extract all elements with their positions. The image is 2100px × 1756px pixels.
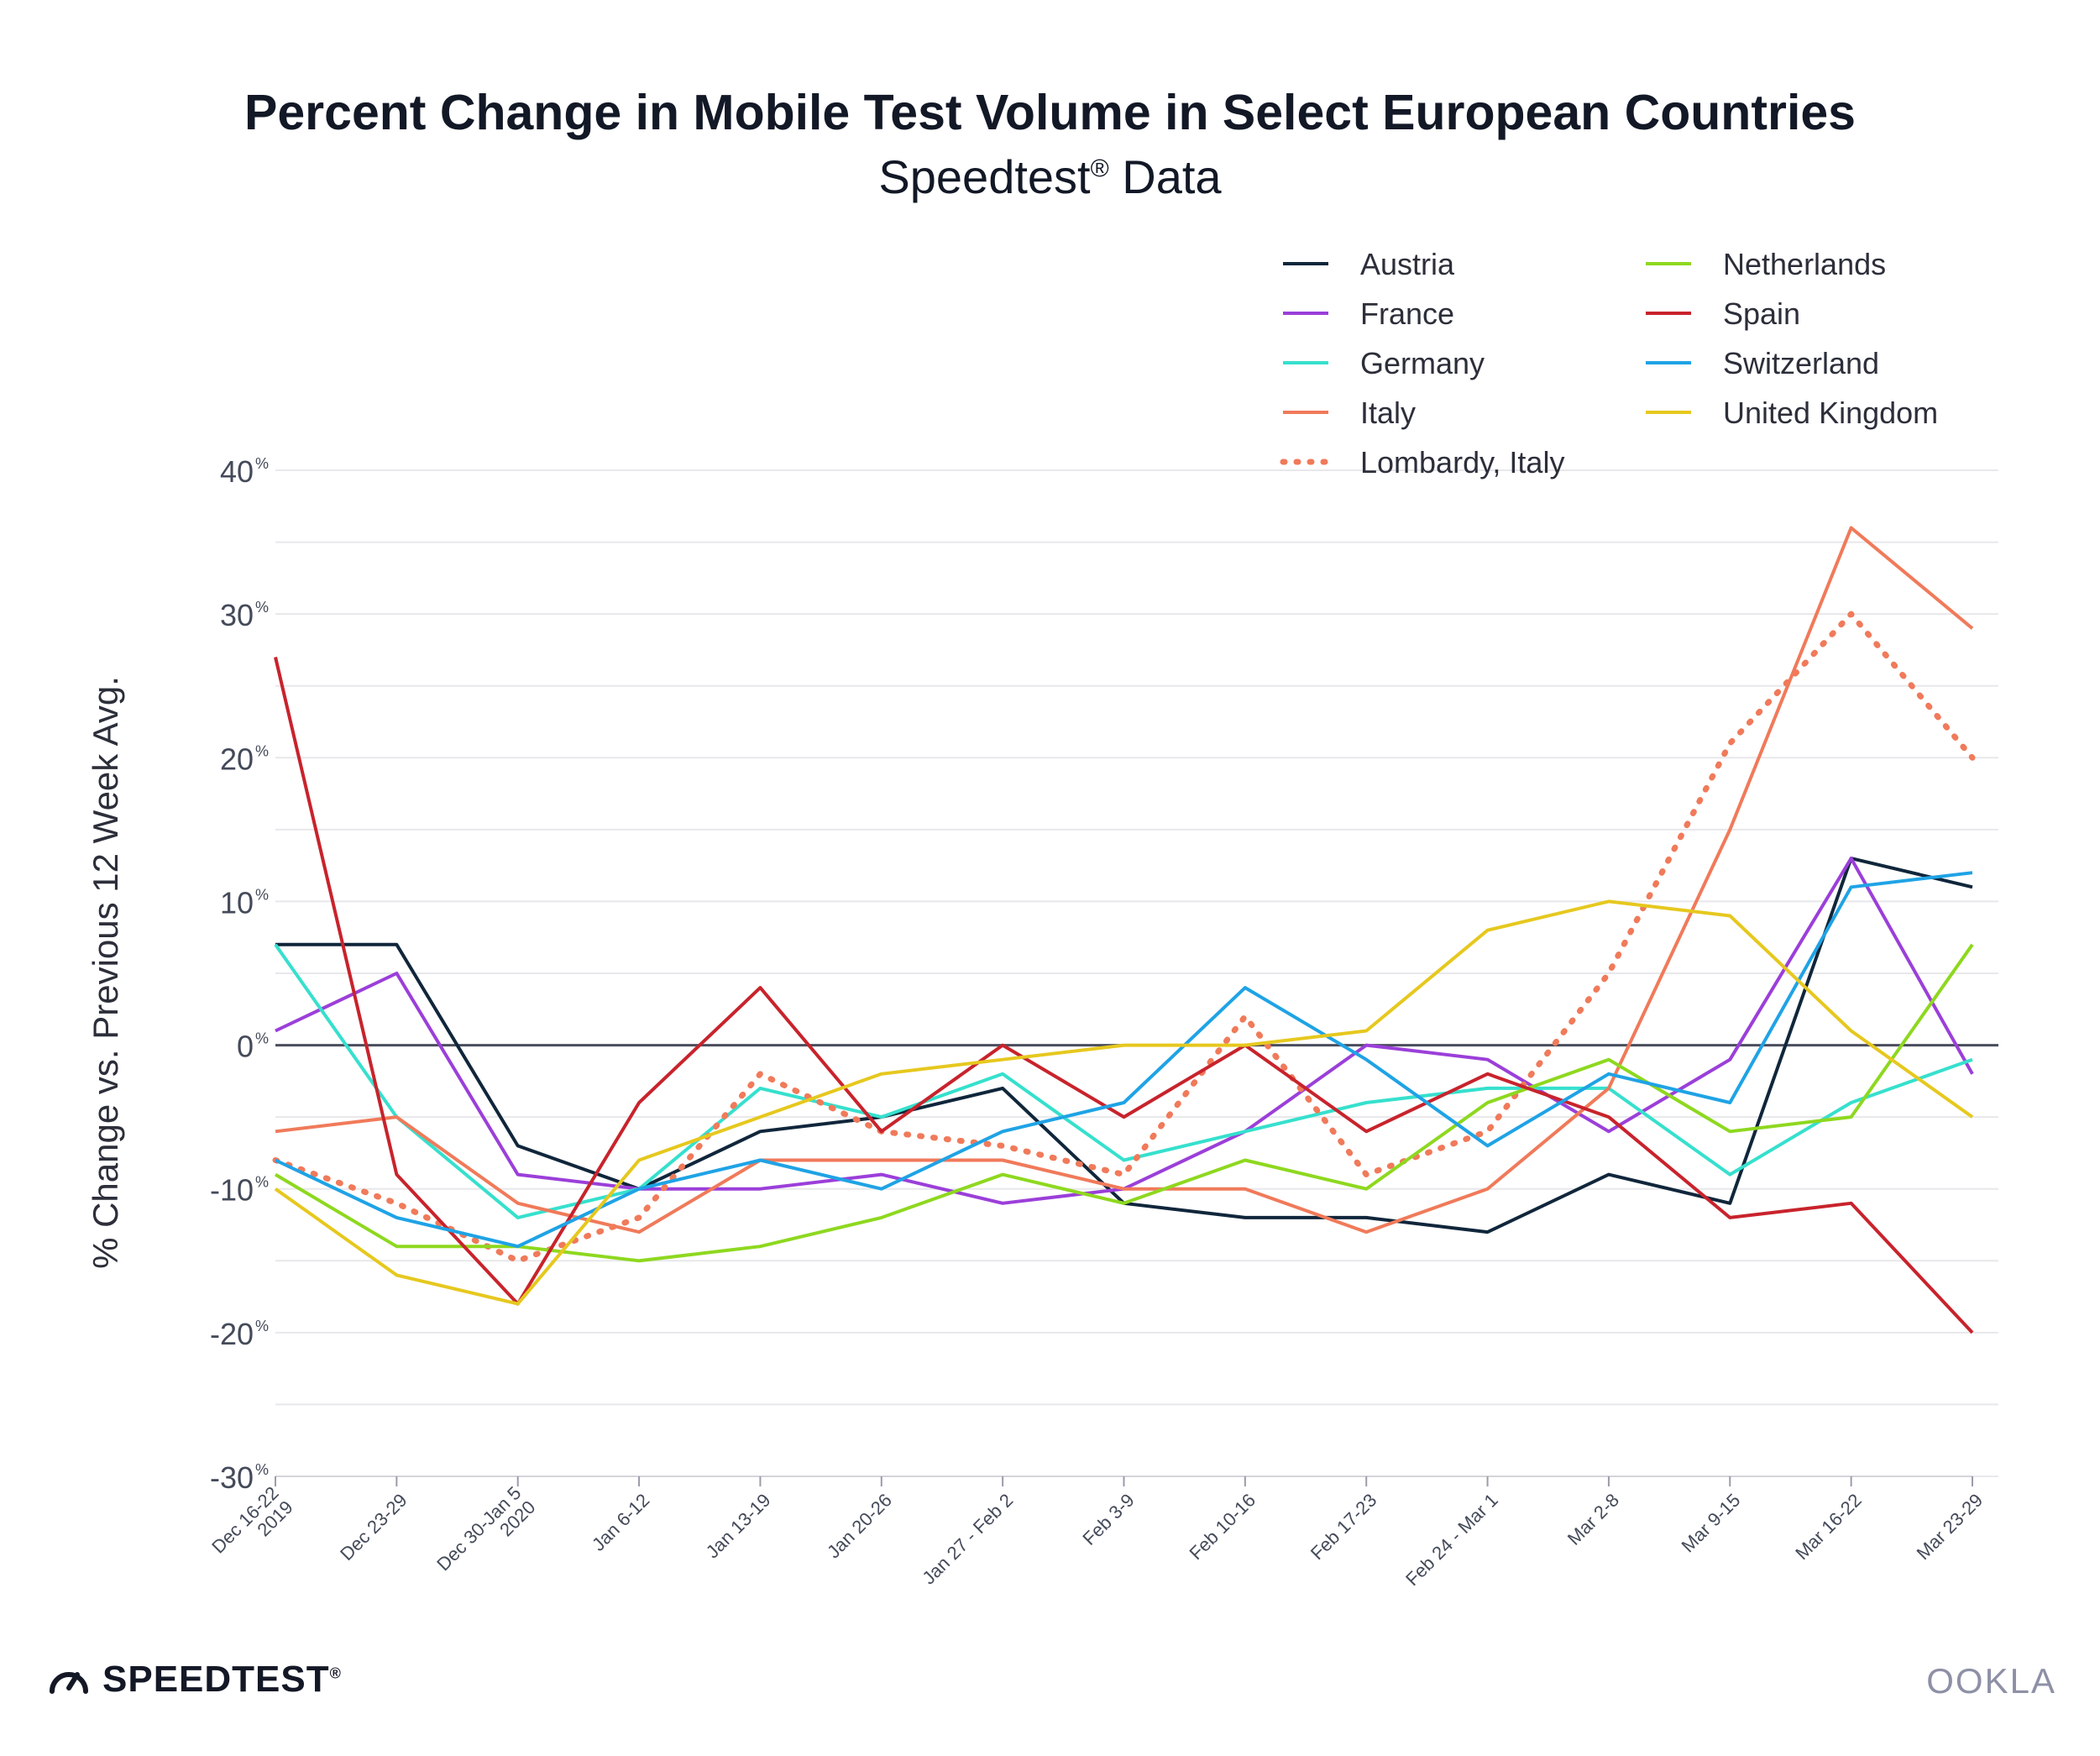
y-tick-label: 40 bbox=[220, 454, 254, 489]
x-tick-text: Feb 10-16 bbox=[1185, 1490, 1259, 1565]
subtitle-text: Speedtest bbox=[878, 150, 1091, 203]
subtitle-tail: Data bbox=[1108, 150, 1222, 203]
x-tick-text: Jan 20-26 bbox=[823, 1490, 896, 1563]
y-tick-unit: % bbox=[255, 599, 269, 616]
chart-title: Percent Change in Mobile Test Volume in … bbox=[244, 85, 1856, 140]
x-tick-label: Mar 23-29 bbox=[1913, 1490, 1987, 1565]
y-tick-unit: % bbox=[255, 886, 269, 903]
series-line-netherlands bbox=[274, 943, 1974, 1263]
x-tick-label: Feb 24 - Mar 1 bbox=[1401, 1490, 1502, 1591]
x-tick-text: Dec 23-29 bbox=[336, 1490, 411, 1565]
registered-mark: ® bbox=[1090, 155, 1109, 183]
legend-label: France bbox=[1360, 296, 1454, 331]
ookla-logo: OOKLA bbox=[1926, 1661, 2056, 1701]
legend-label: United Kingdom bbox=[1723, 396, 1938, 430]
legend-label: Netherlands bbox=[1723, 247, 1886, 281]
y-axis-label: % Change vs. Previous 12 Week Avg. bbox=[86, 676, 125, 1269]
legend-item-netherlands: Netherlands bbox=[1646, 247, 1886, 281]
y-tick-unit: % bbox=[255, 455, 269, 472]
y-tick-unit: % bbox=[255, 1174, 269, 1191]
x-tick-label: Dec 23-29 bbox=[336, 1490, 411, 1565]
y-tick-label: 0 bbox=[237, 1030, 254, 1064]
x-tick-label: Jan 6-12 bbox=[588, 1490, 653, 1555]
y-tick-label: 10 bbox=[220, 885, 254, 920]
x-tick-label: Jan 20-26 bbox=[823, 1490, 896, 1563]
x-tick-label: Feb 17-23 bbox=[1307, 1490, 1381, 1565]
x-tick-label: Feb 10-16 bbox=[1185, 1490, 1259, 1565]
legend-item-germany: Germany bbox=[1283, 346, 1485, 380]
y-tick-unit: % bbox=[255, 742, 269, 759]
x-tick-text: Mar 2-8 bbox=[1563, 1490, 1623, 1549]
x-tick-label: Jan 13-19 bbox=[702, 1490, 775, 1563]
y-tick-label: 20 bbox=[220, 742, 254, 776]
y-tick-unit: % bbox=[255, 1461, 269, 1478]
series-line-italy bbox=[275, 526, 1974, 1234]
legend-label: Switzerland bbox=[1723, 346, 1879, 380]
x-tick-text: Jan 13-19 bbox=[702, 1490, 775, 1563]
x-tick-text: Jan 27 - Feb 2 bbox=[918, 1490, 1017, 1589]
x-tick-label: Mar 2-8 bbox=[1563, 1490, 1623, 1549]
y-tick-label: 30 bbox=[220, 598, 254, 632]
legend-item-united-kingdom: United Kingdom bbox=[1646, 396, 1938, 430]
series-lines bbox=[272, 526, 1976, 1334]
legend-label: Italy bbox=[1360, 396, 1416, 430]
legend-item-italy: Italy bbox=[1283, 396, 1416, 430]
series-line-switzerland bbox=[275, 871, 1973, 1249]
legend-label: Germany bbox=[1360, 346, 1485, 380]
y-tick-unit: % bbox=[255, 1030, 269, 1047]
x-tick-text: Feb 24 - Mar 1 bbox=[1401, 1490, 1502, 1591]
y-tick-label: -10 bbox=[210, 1173, 254, 1208]
legend-item-spain: Spain bbox=[1646, 296, 1800, 331]
grid-lines bbox=[275, 469, 1998, 1477]
legend-item-austria: Austria bbox=[1283, 247, 1455, 281]
x-tick-text: Jan 6-12 bbox=[588, 1490, 653, 1555]
series-line-united-kingdom bbox=[274, 899, 1974, 1306]
x-tick-text: Mar 16-22 bbox=[1791, 1490, 1866, 1565]
legend-label: Austria bbox=[1360, 247, 1455, 281]
legend-item-lombardy-italy: Lombardy, Italy bbox=[1280, 445, 1564, 480]
legend-item-france: France bbox=[1283, 296, 1454, 331]
legend-item-switzerland: Switzerland bbox=[1646, 346, 1879, 380]
y-tick-label: -20 bbox=[210, 1317, 254, 1351]
legend-label: Lombardy, Italy bbox=[1360, 445, 1564, 480]
speedometer-icon bbox=[50, 1672, 88, 1694]
series-line-lombardy-italy bbox=[272, 611, 1976, 1264]
series-line-spain bbox=[274, 657, 1974, 1334]
x-tick-text: Mar 9-15 bbox=[1678, 1490, 1745, 1557]
chart-subtitle: Speedtest® Data bbox=[0, 149, 2100, 204]
speedtest-logo: SPEEDTEST® bbox=[47, 1659, 342, 1701]
x-tick-label: Mar 16-22 bbox=[1791, 1490, 1866, 1565]
x-tick-label: Mar 9-15 bbox=[1678, 1490, 1745, 1557]
series-line-germany bbox=[274, 943, 1973, 1219]
legend: Austria France Germany Italy Lombardy, Italy… bbox=[1280, 247, 1938, 480]
y-tick-label: -30 bbox=[210, 1460, 254, 1495]
y-tick-unit: % bbox=[255, 1318, 269, 1334]
x-tick-text: Feb 17-23 bbox=[1307, 1490, 1381, 1565]
x-tick-text: Mar 23-29 bbox=[1913, 1490, 1987, 1565]
x-tick-label: Jan 27 - Feb 2 bbox=[918, 1490, 1017, 1589]
speedtest-wordmark: SPEEDTEST® bbox=[102, 1659, 342, 1700]
legend-label: Spain bbox=[1723, 296, 1800, 331]
x-tick-label: Feb 3-9 bbox=[1078, 1490, 1138, 1549]
y-axis-ticks: 40 %30 %20 %10 %0 %-10 %-20 %-30% bbox=[210, 454, 269, 1495]
x-tick-text: Feb 3-9 bbox=[1078, 1490, 1138, 1549]
